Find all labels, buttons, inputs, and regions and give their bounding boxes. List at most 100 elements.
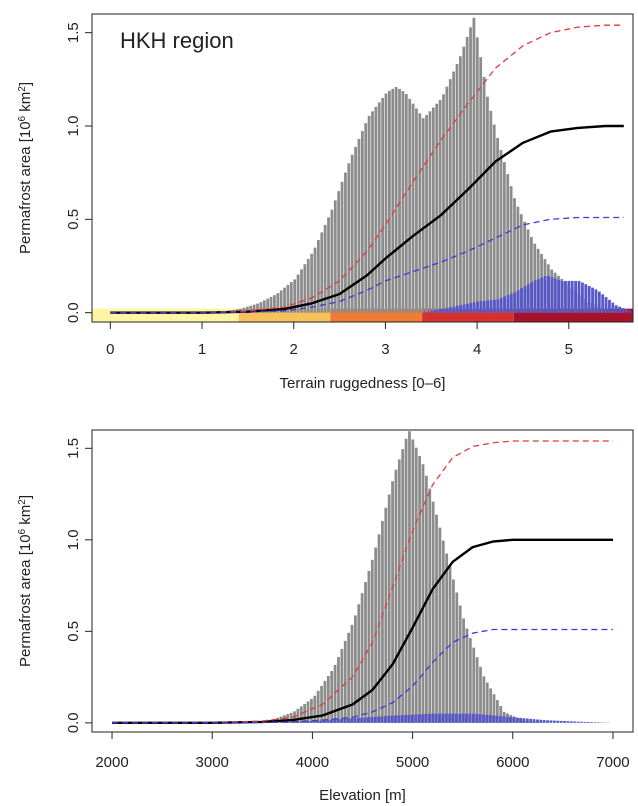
gray-histogram-bar-62 (445, 553, 449, 723)
blue-histogram-bar-20 (343, 718, 347, 723)
gray-histogram-bar-46 (391, 481, 394, 723)
blue-histogram-bar-42 (417, 714, 421, 723)
gray-histogram-bar-29 (333, 664, 337, 723)
blue-histogram-bar-41 (564, 280, 567, 313)
gray-histogram-bar-30 (306, 259, 310, 313)
blue-histogram-bar-19 (489, 300, 493, 313)
gray-histogram-bar-51 (377, 102, 381, 313)
gray-histogram-bar-72 (448, 79, 452, 313)
blue-histogram-bar-1 (428, 311, 432, 313)
blue-histogram-bar-73 (522, 718, 526, 723)
red-cumulative-line (110, 24, 624, 314)
blue-histogram-bar-15 (326, 720, 330, 723)
blue-histogram-bar-88 (573, 721, 577, 723)
gray-histogram-bar-27 (296, 274, 300, 313)
blue-histogram-bar-59 (475, 713, 478, 723)
gray-histogram-bar-23 (283, 287, 286, 313)
gray-histogram-bar-42 (377, 534, 381, 723)
blue-histogram-bar-25 (510, 293, 513, 313)
blue-histogram-bar-37 (550, 277, 554, 313)
gray-histogram-bar-97 (533, 243, 537, 313)
gray-histogram-bar-63 (418, 113, 422, 313)
black-cumulative-line (110, 124, 624, 314)
gray-histogram-bar-94 (523, 221, 527, 313)
gray-histogram-bar-96 (530, 236, 533, 313)
gray-histogram-bar-47 (394, 469, 398, 723)
blue-histogram-bar-12 (466, 303, 469, 313)
blue-histogram-bar-10 (309, 721, 313, 723)
blue-histogram-bar-71 (515, 717, 519, 723)
gray-histogram-bar-62 (415, 108, 418, 313)
gray-histogram-bar-80 (475, 37, 479, 313)
blue-histogram-bar-35 (543, 276, 547, 313)
blue-histogram-bar-52 (451, 713, 455, 723)
blue-histogram-bar-22 (350, 718, 353, 723)
gray-histogram-bar-54 (388, 90, 391, 313)
blue-histogram-bar-32 (383, 716, 387, 723)
gray-histogram-bar-44 (384, 507, 388, 723)
blue-histogram-bar-32 (533, 280, 537, 313)
blue-histogram-bar-31 (530, 282, 534, 313)
blue-histogram-bar-39 (407, 714, 411, 723)
gray-histogram-bar-12 (245, 306, 249, 313)
blue-histogram-bar-69 (509, 717, 512, 723)
gray-histogram-bar-69 (468, 638, 472, 723)
blue-histogram-bar-28 (370, 717, 374, 723)
blue-histogram-bar-66 (498, 716, 502, 723)
gray-histogram-bar-34 (320, 232, 324, 313)
blue-histogram-bar-11 (312, 720, 316, 723)
blue-histogram-bar-24 (356, 717, 360, 723)
blue-histogram-bar-27 (516, 290, 520, 313)
gray-histogram-bar-35 (323, 224, 327, 313)
blue-histogram-bar-52 (601, 294, 605, 313)
gray-histogram-bar-77 (465, 37, 469, 313)
blue-histogram-bar-65 (495, 715, 499, 723)
blue-histogram-bar-30 (526, 284, 530, 313)
blue-histogram-bar-15 (476, 301, 479, 313)
gray-histogram-bar-58 (401, 91, 405, 313)
blue-histogram-bar-43 (421, 714, 424, 723)
blue-histogram-bar-17 (333, 719, 336, 723)
gray-histogram-bar-38 (333, 200, 337, 313)
gray-histogram-bar-60 (438, 527, 442, 723)
gray-histogram-bar-39 (337, 191, 341, 313)
gray-histogram-bar-15 (256, 303, 259, 313)
gray-histogram-bar-53 (384, 93, 388, 313)
gray-histogram-bar-39 (367, 570, 371, 723)
gray-histogram-bar-51 (408, 431, 411, 723)
blue-histogram-bar-4 (289, 722, 293, 723)
gray-histogram-bar-57 (428, 488, 432, 723)
gray-histogram-bar-31 (340, 648, 344, 723)
gray-histogram-bar-44 (354, 146, 357, 313)
x-axis-label: Terrain ruggedness [0–6] (280, 375, 446, 392)
gray-histogram-bar-77 (495, 700, 499, 723)
gray-histogram-bar-49 (401, 449, 405, 723)
blue-histogram-bar-41 (414, 714, 418, 723)
gray-histogram-bar-60 (408, 98, 412, 313)
blue-histogram-bar-75 (529, 718, 533, 723)
gray-histogram-bar-29 (303, 264, 307, 313)
x-tick-label: 0 (106, 341, 114, 358)
blue-histogram-bar-47 (584, 284, 588, 313)
blue-histogram-bar-40 (560, 280, 564, 313)
blue-histogram-bar-2 (432, 310, 436, 313)
plot-area (92, 17, 633, 322)
blue-histogram-bar-26 (363, 717, 367, 723)
blue-histogram-bar-20 (493, 299, 496, 313)
blue-histogram-bar-9 (306, 721, 309, 723)
y-tick-label: 1.5 (65, 22, 82, 43)
blue-histogram-bar-87 (569, 721, 573, 723)
gray-histogram-bar-92 (516, 206, 520, 313)
gray-histogram-bar-14 (282, 715, 286, 723)
blue-histogram-bar-60 (628, 310, 632, 313)
x-axis-label: Elevation [m] (319, 787, 406, 804)
blue-histogram-bar-55 (611, 302, 615, 313)
blue-histogram-bar-16 (329, 719, 333, 723)
gray-histogram-bar-79 (472, 17, 476, 313)
x-tick-label: 4000 (296, 754, 329, 771)
blue-histogram-bar-21 (496, 299, 500, 313)
blue-histogram-bar-26 (513, 292, 517, 313)
blue-histogram-bar-67 (502, 716, 506, 723)
gray-histogram-bar-86 (496, 137, 499, 313)
gray-histogram-bar-95 (526, 229, 530, 313)
